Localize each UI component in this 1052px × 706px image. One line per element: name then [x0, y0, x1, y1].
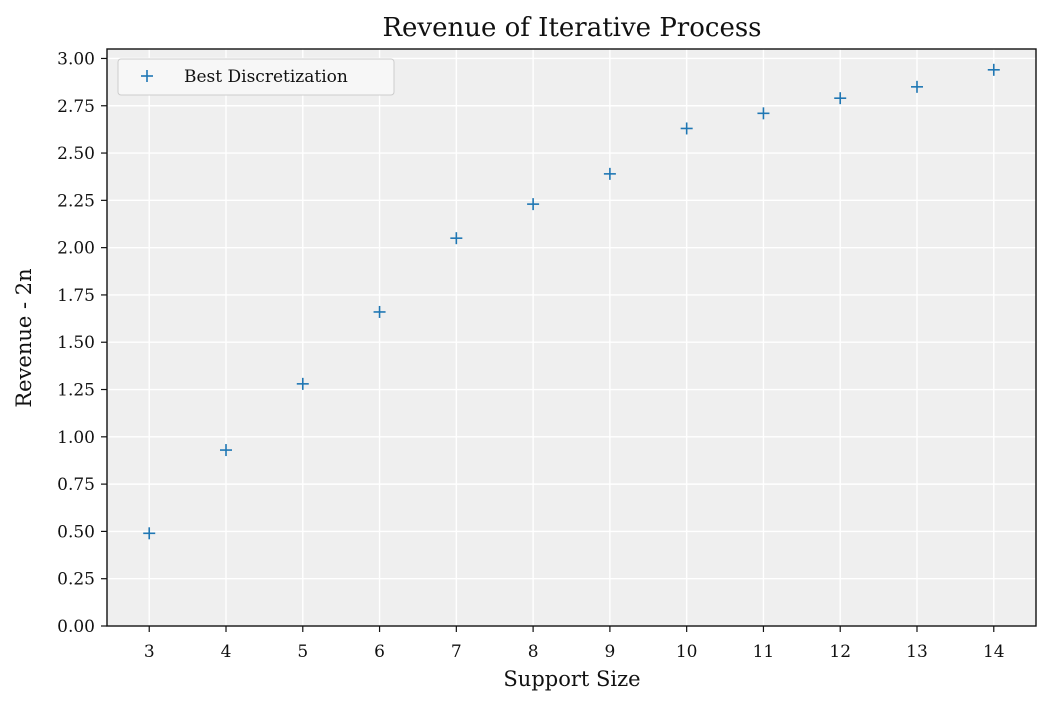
- y-tick-label: 0.25: [57, 570, 95, 590]
- data-point: [296, 377, 309, 390]
- y-axis-label: Revenue - 2n: [12, 268, 36, 407]
- data-point: [757, 107, 770, 120]
- x-axis: 3 4 5 6 7 8 9 10 11 12 13 14: [144, 626, 1005, 662]
- y-axis: 0.00 0.25 0.50 0.75 1.00 1.25 1.50 1.75 2.00 2.25…: [57, 49, 107, 637]
- plot-area: [107, 49, 1036, 626]
- legend-marker: [141, 70, 153, 82]
- data-point: [143, 527, 156, 540]
- x-tick-label: 5: [297, 642, 308, 662]
- x-tick-label: 12: [829, 642, 851, 662]
- y-tick-label: 1.75: [57, 286, 95, 306]
- chart-title: Revenue of Iterative Process: [382, 13, 761, 43]
- y-tick-label: 1.00: [57, 428, 95, 448]
- legend: Best Discretization: [117, 58, 395, 96]
- x-tick-label: 7: [451, 642, 462, 662]
- y-tick-label: 2.00: [57, 239, 95, 259]
- data-point: [220, 444, 233, 457]
- y-tick-label: 0.00: [57, 617, 95, 637]
- x-tick-label: 6: [374, 642, 385, 662]
- data-point: [987, 63, 1000, 76]
- data-point: [450, 232, 463, 245]
- plot-frame: [106, 48, 1037, 627]
- data-point: [834, 92, 847, 105]
- y-tick-label: 0.75: [57, 475, 95, 495]
- y-tick-label: 2.50: [57, 144, 95, 164]
- data-points: [143, 63, 1000, 540]
- y-tick-label: 0.50: [57, 522, 95, 542]
- y-tick-label: 2.75: [57, 97, 95, 117]
- data-point: [603, 167, 616, 180]
- x-tick-label: 8: [528, 642, 539, 662]
- y-tick-label: 1.50: [57, 333, 95, 353]
- data-point: [910, 80, 923, 93]
- x-tick-label: 3: [144, 642, 155, 662]
- y-tick-label: 3.00: [57, 49, 95, 69]
- y-tick-label: 1.25: [57, 381, 95, 401]
- data-point: [680, 122, 693, 135]
- x-axis-label: Support Size: [503, 667, 640, 691]
- data-point: [527, 198, 540, 211]
- y-tick-label: 2.25: [57, 191, 95, 211]
- x-tick-label: 13: [906, 642, 928, 662]
- x-tick-label: 14: [983, 642, 1005, 662]
- legend-label: Best Discretization: [184, 67, 348, 87]
- x-tick-label: 10: [676, 642, 698, 662]
- x-tick-label: 4: [221, 642, 232, 662]
- legend-box: [117, 58, 395, 96]
- data-point: [373, 305, 386, 318]
- x-tick-label: 11: [753, 642, 775, 662]
- x-tick-label: 9: [604, 642, 615, 662]
